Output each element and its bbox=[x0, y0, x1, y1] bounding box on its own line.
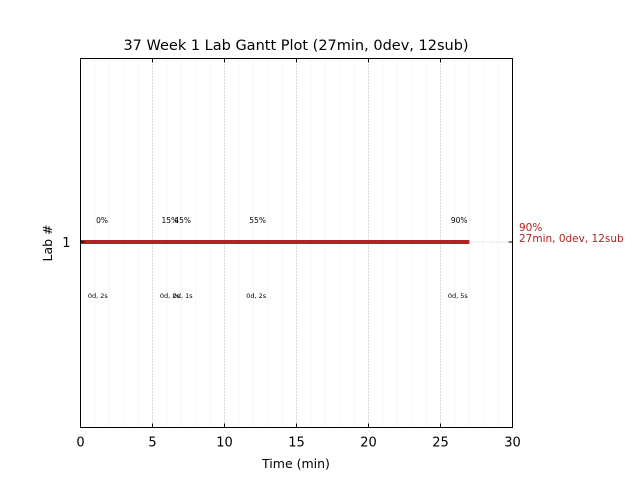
progress-label: 90% bbox=[451, 216, 468, 225]
progress-label: 45% bbox=[174, 216, 191, 225]
duration-label: 0d, 2s bbox=[160, 292, 181, 300]
x-tick-label: 0 bbox=[76, 436, 84, 451]
x-tick-label: 15 bbox=[288, 436, 305, 451]
duration-label: 0d, 1s bbox=[173, 292, 194, 300]
x-tick-label: 20 bbox=[360, 436, 377, 451]
x-tick-label: 30 bbox=[504, 436, 521, 451]
y-axis-ticks: 1 bbox=[62, 236, 513, 251]
chart-title: 37 Week 1 Lab Gantt Plot (27min, 0dev, 1… bbox=[123, 38, 468, 54]
end-annotation-summary: 27min, 0dev, 12sub bbox=[519, 233, 624, 245]
x-tick-label: 5 bbox=[148, 436, 156, 451]
progress-label: 55% bbox=[249, 216, 266, 225]
y-axis-label: Lab # bbox=[40, 224, 55, 261]
duration-label: 0d, 2s bbox=[246, 292, 267, 300]
x-axis-ticks: 0 5 10 15 20 25 30 bbox=[76, 58, 521, 451]
duration-label: 0d, 5s bbox=[448, 292, 469, 300]
x-tick-label: 10 bbox=[216, 436, 233, 451]
gantt-bar bbox=[80, 240, 470, 244]
progress-label: 15% bbox=[161, 216, 178, 225]
bars bbox=[80, 240, 513, 244]
duration-label: 0d, 2s bbox=[88, 292, 109, 300]
progress-label: 0% bbox=[96, 216, 108, 225]
y-tick-label: 1 bbox=[62, 236, 70, 251]
x-tick-label: 25 bbox=[432, 436, 449, 451]
x-axis-label: Time (min) bbox=[261, 456, 330, 471]
end-annotation-progress: 90% bbox=[519, 222, 542, 234]
